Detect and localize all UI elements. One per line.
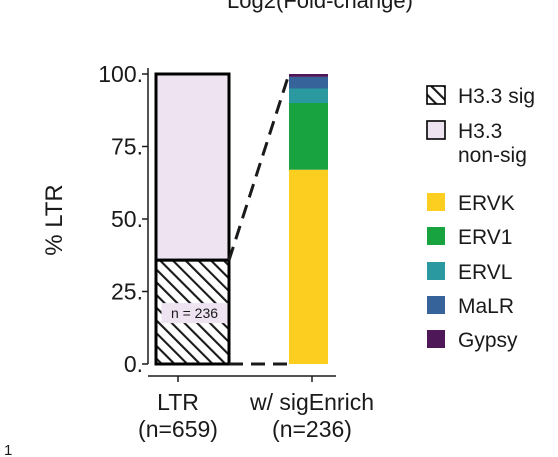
legend-swatch: [426, 85, 446, 105]
y-tick-label: 25.: [111, 279, 143, 305]
legend-label: H3.3: [458, 120, 502, 143]
legend-swatch: [427, 330, 445, 348]
bar-segment-erv1: [289, 103, 328, 170]
y-tick-label: 50.: [111, 206, 143, 232]
top-label: Log2(Fold-change): [227, 0, 413, 13]
legend-item: ERVL: [427, 261, 512, 284]
inner-label: n = 236: [171, 305, 218, 321]
legend-item: ERV1: [427, 226, 512, 249]
legend-label-line2: non-sig: [458, 144, 527, 167]
bar-segment-ervl: [289, 88, 328, 103]
corner-label: 1: [4, 442, 12, 457]
zoom-connector-top: [227, 73, 291, 261]
legend-swatch: [426, 120, 446, 140]
legend-swatch: [427, 227, 445, 245]
inner-label-box: [161, 303, 228, 324]
legend-item: ERVK: [427, 192, 515, 215]
y-axis-label: % LTR: [41, 184, 68, 256]
bar-segment-h3-3-non-sig: [154, 72, 231, 262]
legend-swatch: [427, 193, 445, 211]
x-tick-label-n: (n=659): [138, 416, 218, 442]
y-tick-label: 75.: [111, 134, 143, 160]
legend-item: Gypsy: [427, 329, 518, 352]
legend-label: ERV1: [458, 226, 512, 249]
y-axis: 0. 25. 50. 75. 100.: [98, 61, 149, 377]
x-tick-label: LTR: [157, 389, 199, 415]
x-tick-label: w/ sigEnrich: [249, 389, 374, 415]
legend-label: ERVL: [458, 261, 512, 284]
bars: n = 236: [154, 72, 328, 366]
legend-item: H3.3 sig: [426, 85, 535, 108]
bar-segment-ervk: [289, 169, 328, 364]
y-tick-label: 100.: [98, 61, 143, 87]
legend-swatch: [427, 262, 445, 280]
bar-segment-malr: [289, 76, 328, 89]
legend-swatch: [427, 296, 445, 314]
x-axis: LTR(n=659) w/ sigEnrich(n=236): [138, 375, 374, 442]
y-tick-label: 0.: [124, 351, 143, 377]
legend-label: MaLR: [458, 295, 514, 318]
legend-item: MaLR: [427, 295, 514, 318]
legend-label: ERVK: [458, 192, 515, 215]
bar-segment-gypsy: [289, 74, 328, 77]
legend-label: Gypsy: [458, 329, 518, 352]
legend-label: H3.3 sig: [458, 85, 535, 108]
x-tick-label-n: (n=236): [272, 416, 352, 442]
